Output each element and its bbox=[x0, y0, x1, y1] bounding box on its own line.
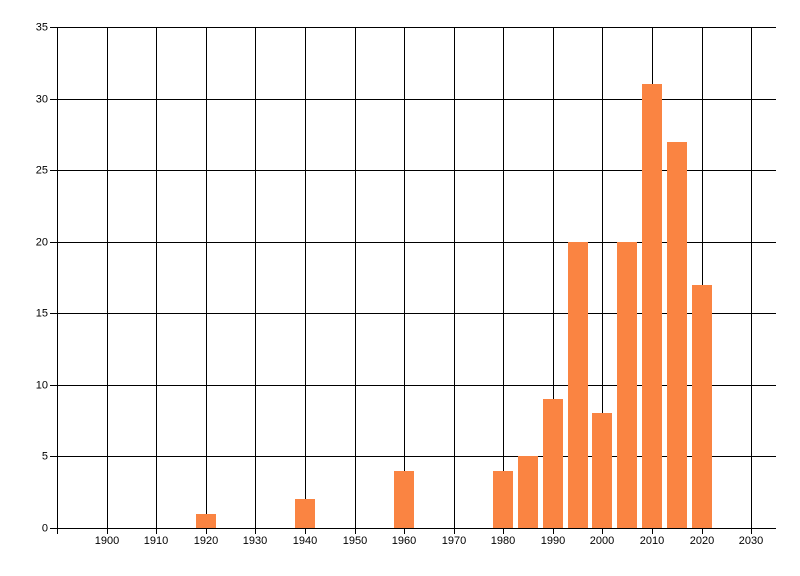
y-tick bbox=[50, 313, 57, 314]
y-tick bbox=[50, 528, 57, 529]
gridline-vertical bbox=[305, 27, 306, 528]
bar-1920 bbox=[196, 514, 216, 528]
gridline-vertical bbox=[355, 27, 356, 528]
bar-1960 bbox=[394, 471, 414, 528]
bar-2005 bbox=[617, 242, 637, 528]
x-tick-label: 2010 bbox=[639, 535, 665, 547]
gridline-vertical bbox=[206, 27, 207, 528]
x-tick bbox=[503, 528, 504, 534]
gridline-vertical bbox=[751, 27, 752, 528]
y-tick-label: 10 bbox=[35, 379, 48, 392]
gridline-vertical bbox=[553, 27, 554, 528]
gridline-horizontal bbox=[57, 27, 776, 28]
x-tick-label: 1910 bbox=[143, 535, 169, 547]
gridline-vertical bbox=[602, 27, 603, 528]
y-tick-label: 5 bbox=[41, 450, 48, 463]
gridline-vertical bbox=[255, 27, 256, 528]
x-tick-label: 1930 bbox=[242, 535, 268, 547]
bar-2010 bbox=[642, 84, 662, 528]
gridline-vertical bbox=[107, 27, 108, 528]
x-tick bbox=[355, 528, 356, 534]
x-tick bbox=[206, 528, 207, 534]
x-tick-label: 2020 bbox=[689, 535, 715, 547]
y-tick bbox=[50, 456, 57, 457]
gridline-horizontal bbox=[57, 313, 776, 314]
y-axis-line bbox=[57, 27, 58, 534]
bar-1995 bbox=[568, 242, 588, 528]
gridline-horizontal bbox=[57, 242, 776, 243]
x-tick-label: 1990 bbox=[540, 535, 566, 547]
x-tick-label: 1940 bbox=[292, 535, 318, 547]
y-tick-label: 30 bbox=[35, 93, 48, 106]
x-tick-label: 1970 bbox=[441, 535, 467, 547]
x-tick bbox=[305, 528, 306, 534]
x-tick bbox=[652, 528, 653, 534]
y-tick bbox=[50, 242, 57, 243]
bar-2020 bbox=[692, 285, 712, 528]
x-tick bbox=[404, 528, 405, 534]
y-tick bbox=[50, 170, 57, 171]
gridline-horizontal bbox=[57, 456, 776, 457]
y-tick-label: 35 bbox=[35, 21, 48, 34]
gridline-vertical bbox=[404, 27, 405, 528]
x-tick bbox=[702, 528, 703, 534]
y-tick bbox=[50, 27, 57, 28]
x-tick-label: 2000 bbox=[589, 535, 615, 547]
x-tick-label: 2030 bbox=[738, 535, 764, 547]
x-tick-label: 1920 bbox=[193, 535, 219, 547]
bar-1940 bbox=[295, 499, 315, 528]
gridline-horizontal bbox=[57, 99, 776, 100]
y-tick-label: 25 bbox=[35, 164, 48, 177]
y-tick bbox=[50, 385, 57, 386]
x-tick-label: 1980 bbox=[490, 535, 516, 547]
bar-1985 bbox=[518, 456, 538, 528]
y-tick-label: 20 bbox=[35, 236, 48, 249]
x-axis-line bbox=[57, 528, 776, 529]
x-tick bbox=[156, 528, 157, 534]
y-tick-label: 0 bbox=[41, 522, 48, 535]
gridline-vertical bbox=[454, 27, 455, 528]
bar-2000 bbox=[592, 413, 612, 528]
gridline-vertical bbox=[156, 27, 157, 528]
bar-1990 bbox=[543, 399, 563, 528]
gridline-horizontal bbox=[57, 170, 776, 171]
x-tick-label: 1960 bbox=[391, 535, 417, 547]
x-tick bbox=[255, 528, 256, 534]
x-tick bbox=[107, 528, 108, 534]
y-tick-label: 15 bbox=[35, 307, 48, 320]
x-tick-label: 1900 bbox=[94, 535, 120, 547]
x-tick bbox=[602, 528, 603, 534]
bar-1980 bbox=[493, 471, 513, 528]
x-tick bbox=[454, 528, 455, 534]
gridline-vertical bbox=[702, 27, 703, 528]
bar-2015 bbox=[667, 142, 687, 528]
gridline-vertical bbox=[503, 27, 504, 528]
y-tick bbox=[50, 99, 57, 100]
x-tick bbox=[553, 528, 554, 534]
x-tick-label: 1950 bbox=[342, 535, 368, 547]
x-tick bbox=[751, 528, 752, 534]
gridline-horizontal bbox=[57, 385, 776, 386]
